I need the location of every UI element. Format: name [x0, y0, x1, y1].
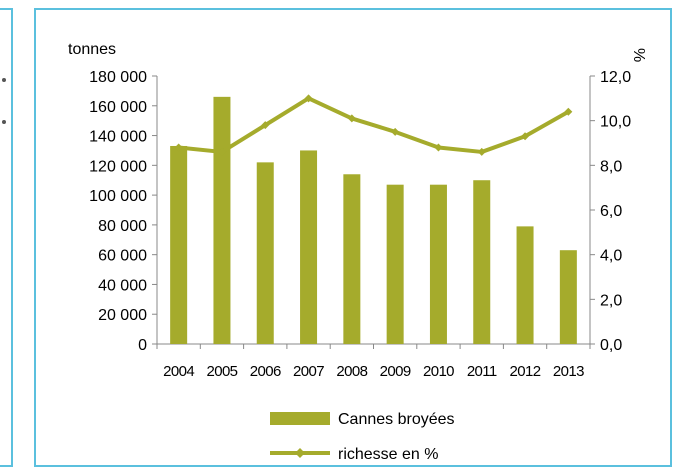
legend-swatch-bar	[270, 412, 330, 425]
line-point-richesse	[434, 143, 443, 152]
y-axis-left-tick-label: 60 000	[98, 248, 147, 265]
x-axis-tick-label: 2009	[380, 363, 411, 380]
y-axis-left-tick-label: 180 000	[89, 69, 147, 86]
line-point-richesse	[347, 114, 356, 123]
y-axis-left-tick-label: 0	[138, 337, 147, 354]
bar-cannes-broyees	[386, 184, 404, 344]
line-point-richesse	[174, 143, 183, 152]
panel-marker	[2, 120, 6, 124]
bar-cannes-broyees	[256, 162, 274, 344]
y-axis-right-tick-label: 8,0	[600, 158, 622, 175]
bar-cannes-broyees	[213, 96, 231, 344]
line-point-richesse	[217, 147, 226, 156]
y-axis-left-tick-label: 120 000	[89, 158, 147, 175]
y-axis-right-tick-label: 10,0	[600, 114, 631, 131]
line-point-richesse	[564, 107, 573, 116]
line-point-richesse	[304, 94, 313, 103]
y-axis-right-tick-label: 2,0	[600, 292, 622, 309]
y-axis-right-tick-label: 0,0	[600, 337, 622, 354]
y-axis-right-tick-label: 6,0	[600, 203, 622, 220]
y-axis-left-tick-label: 40 000	[98, 277, 147, 294]
x-axis-tick-label: 2007	[293, 363, 324, 380]
x-axis-tick-label: 2010	[423, 363, 454, 380]
x-axis-tick-label: 2006	[250, 363, 281, 380]
y-axis-left-tick-label: 20 000	[98, 307, 147, 324]
y-axis-left-tick-label: 140 000	[89, 129, 147, 146]
x-axis-tick-label: 2005	[206, 363, 237, 380]
bar-cannes-broyees	[516, 226, 534, 344]
panel-marker	[2, 78, 6, 82]
y-axis-left-label: tonnes	[68, 41, 116, 58]
line-point-richesse	[391, 127, 400, 136]
legend: Cannes broyées richesse en %	[270, 411, 455, 463]
x-axis-tick-label: 2008	[336, 363, 367, 380]
bar-cannes-broyees	[300, 150, 318, 344]
y-axis-right-tick-label: 4,0	[600, 248, 622, 265]
plot-area: 0 20 000 40 000 60 000 80 000 100 000 120 000 1…	[89, 69, 631, 380]
x-axis-tick-label: 2004	[163, 363, 194, 380]
x-axis-tick-label: 2011	[467, 363, 497, 380]
line-richesse	[178, 96, 570, 154]
line-point-richesse	[521, 132, 530, 141]
adjacent-panel-edge	[0, 8, 13, 467]
bar-cannes-broyees	[343, 174, 361, 344]
bar-cannes-broyees	[559, 250, 577, 344]
bar-cannes-broyees	[473, 180, 491, 344]
y-axis-right-tick-label: 12,0	[600, 69, 631, 86]
y-axis-left-tick-label: 80 000	[98, 218, 147, 235]
combo-chart: tonnes % 0 20 000 40 000 60 000 80 000 100 00…	[68, 41, 647, 463]
y-axis-right-label: %	[630, 48, 647, 62]
y-axis-left-tick-label: 100 000	[89, 188, 147, 205]
bar-cannes-broyees	[429, 184, 447, 344]
x-axis-tick-label: 2013	[553, 363, 584, 380]
x-axis-tick-label: 2012	[510, 363, 541, 380]
line-point-richesse	[261, 121, 270, 130]
chart-panel: tonnes % 0 20 000 40 000 60 000 80 000 100 00…	[34, 8, 672, 467]
bar-cannes-broyees	[170, 145, 188, 344]
legend-label-bar: Cannes broyées	[338, 411, 455, 428]
line-point-richesse	[477, 147, 486, 156]
legend-swatch-marker	[295, 448, 305, 458]
y-axis-left-tick-label: 160 000	[89, 99, 147, 116]
legend-label-line: richesse en %	[338, 446, 439, 463]
